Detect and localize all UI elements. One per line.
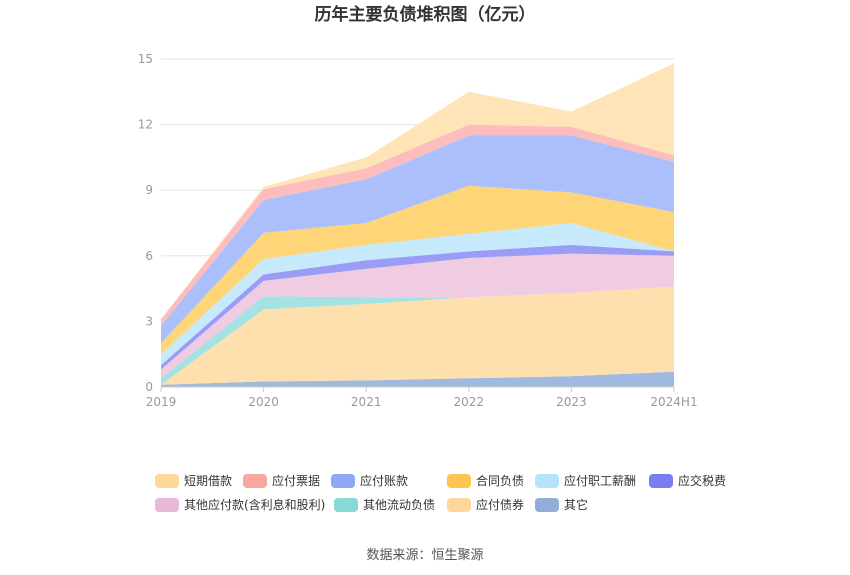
area-短期借款 bbox=[161, 63, 674, 320]
legend-item: 其它 bbox=[535, 497, 588, 512]
y-tick-label: 0 bbox=[145, 380, 153, 394]
y-tick-label: 3 bbox=[145, 314, 153, 328]
area-其它 bbox=[161, 371, 674, 387]
legend-swatch bbox=[331, 474, 355, 488]
legend-label: 其他流动负债 bbox=[363, 498, 435, 512]
legend-swatch bbox=[243, 474, 267, 488]
x-tick-label: 2022 bbox=[454, 395, 485, 409]
area-应付票据 bbox=[161, 124, 674, 326]
legend-label: 应交税费 bbox=[678, 473, 726, 488]
legend-item: 应付职工薪酬 bbox=[535, 473, 636, 488]
legend-item: 应交税费 bbox=[649, 473, 726, 488]
legend-item: 其他流动负债 bbox=[334, 498, 435, 512]
legend-item: 其他应付款(含利息和股利) bbox=[155, 497, 325, 512]
y-tick-label: 6 bbox=[145, 249, 153, 263]
axes: 0 3 6 9 12 15 2019 2020 2021 2022 2023 2024H1 bbox=[138, 52, 698, 409]
legend-swatch bbox=[649, 474, 673, 488]
x-tick-label: 2020 bbox=[248, 395, 279, 409]
legend-swatch bbox=[155, 474, 179, 488]
area-应付账款 bbox=[161, 135, 674, 344]
legend-item: 合同负债 bbox=[447, 473, 524, 488]
legend-label: 合同负债 bbox=[476, 473, 524, 488]
legend-swatch bbox=[155, 498, 179, 512]
x-tick-label: 2019 bbox=[146, 395, 177, 409]
legend-item: 短期借款 bbox=[155, 474, 232, 488]
area-应付债券 bbox=[161, 286, 674, 385]
legend-swatch bbox=[535, 474, 559, 488]
area-合同负债 bbox=[161, 185, 674, 355]
y-tick-label: 15 bbox=[138, 52, 153, 66]
legend-label: 应付职工薪酬 bbox=[564, 473, 636, 488]
y-tick-label: 12 bbox=[138, 118, 153, 132]
legend-item: 应付债券 bbox=[447, 497, 524, 512]
x-tick-label: 2024H1 bbox=[650, 395, 697, 409]
legend-item: 应付账款 bbox=[331, 473, 408, 488]
x-tick-label: 2021 bbox=[351, 395, 382, 409]
chart-title: 历年主要负债堆积图（亿元） bbox=[315, 4, 536, 25]
legend-item: 应付票据 bbox=[243, 473, 320, 488]
legend-label: 其它 bbox=[564, 497, 588, 512]
area-series bbox=[161, 63, 674, 387]
legend-label: 其他应付款(含利息和股利) bbox=[184, 497, 325, 512]
legend-label: 短期借款 bbox=[184, 474, 232, 488]
area-应交税费 bbox=[161, 244, 674, 370]
area-其他应付款(含利息和股利) bbox=[161, 253, 674, 379]
legend-swatch bbox=[447, 474, 471, 488]
legend-swatch bbox=[447, 498, 471, 512]
source-note: 数据来源：恒生聚源 bbox=[366, 548, 483, 563]
legend-swatch bbox=[334, 498, 358, 512]
x-tick-label: 2023 bbox=[556, 395, 587, 409]
legend-swatch bbox=[535, 498, 559, 512]
legend-label: 应付债券 bbox=[476, 497, 524, 512]
area-应付职工薪酬 bbox=[161, 223, 674, 366]
y-tick-label: 9 bbox=[145, 183, 153, 197]
legend-label: 应付账款 bbox=[360, 473, 408, 488]
legend-label: 应付票据 bbox=[272, 473, 320, 488]
